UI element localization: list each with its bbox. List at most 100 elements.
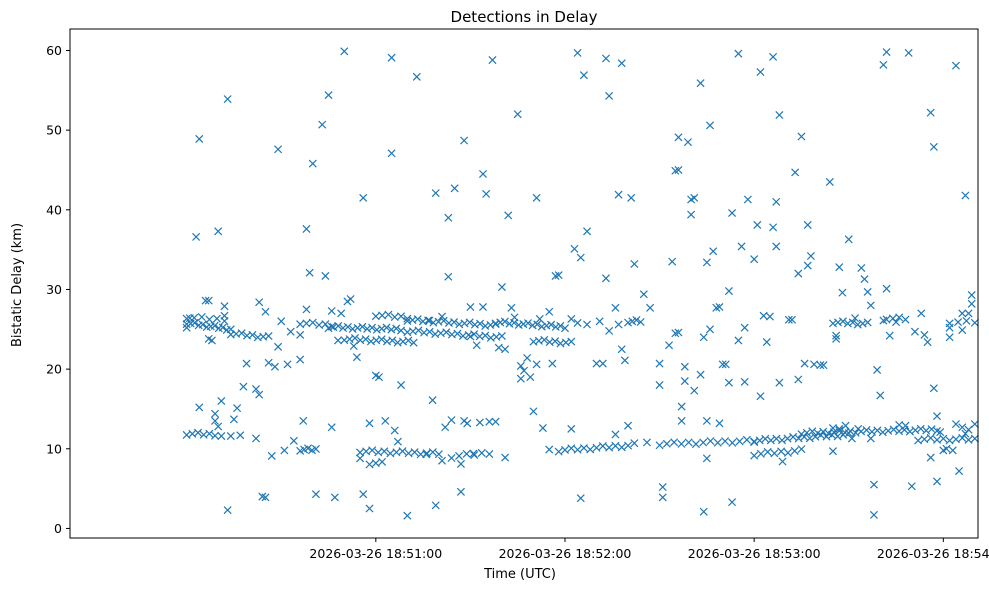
detection-marker [450, 184, 459, 193]
detection-marker [838, 317, 847, 326]
detection-marker [308, 318, 317, 327]
detection-marker [658, 493, 667, 502]
detection-marker [491, 417, 500, 426]
detection-marker [239, 382, 248, 391]
detection-marker [636, 317, 645, 326]
detection-marker [533, 320, 542, 329]
detection-marker [777, 447, 786, 456]
detection-marker [772, 197, 781, 206]
detection-marker [592, 443, 601, 452]
detection-marker [327, 423, 336, 432]
detection-marker [226, 432, 235, 441]
detection-marker [926, 453, 935, 462]
detection-marker [945, 436, 954, 445]
detection-marker [388, 336, 397, 345]
detection-marker [299, 416, 308, 425]
detection-marker [211, 416, 220, 425]
detection-marker [353, 323, 362, 332]
detection-marker [791, 168, 800, 177]
detection-marker [438, 456, 447, 465]
detection-marker [790, 446, 799, 455]
chart-title: Detections in Delay [451, 8, 598, 26]
detection-marker [390, 426, 399, 435]
detection-marker [255, 298, 264, 307]
detection-marker [958, 433, 967, 442]
detection-marker [478, 302, 488, 312]
detection-marker [236, 431, 245, 440]
detection-marker [916, 424, 925, 433]
detection-marker [501, 345, 510, 354]
detection-marker [970, 318, 979, 327]
detection-marker [605, 326, 614, 335]
detection-marker [251, 434, 261, 443]
detection-marker [658, 482, 667, 492]
detection-marker [706, 436, 715, 446]
detection-marker [951, 420, 960, 429]
detection-marker [800, 359, 809, 368]
detection-marker [198, 320, 207, 329]
detection-marker [460, 136, 469, 145]
detection-marker [932, 435, 942, 444]
detection-marker [551, 271, 560, 280]
detection-marker [274, 145, 283, 154]
detection-marker [392, 324, 401, 333]
detection-marker [463, 419, 472, 428]
y-tick-label: 20 [46, 362, 62, 377]
detection-marker [365, 504, 374, 513]
detection-marker [803, 220, 812, 229]
detection-marker [816, 361, 825, 370]
detection-marker [378, 457, 387, 466]
detection-marker [220, 316, 229, 326]
detection-marker [302, 305, 311, 314]
detection-marker [735, 437, 744, 446]
detection-marker [832, 331, 841, 340]
detection-marker [674, 328, 683, 337]
x-axis-label: Time (UTC) [483, 567, 556, 582]
detection-marker [397, 381, 406, 390]
detection-marker [614, 320, 623, 329]
detection-marker [381, 416, 390, 425]
detection-marker [321, 271, 330, 280]
detection-marker [797, 132, 806, 141]
detection-marker [598, 359, 607, 368]
detection-marker [687, 210, 696, 219]
detection-marker [728, 208, 737, 218]
detection-marker [545, 307, 554, 316]
detection-marker [472, 341, 481, 350]
detection-marker [318, 120, 327, 129]
detection-marker [387, 149, 396, 158]
detection-marker [901, 315, 910, 324]
detection-marker [805, 434, 814, 443]
detection-marker [398, 447, 407, 456]
detection-marker [447, 454, 456, 463]
detection-marker [255, 390, 264, 399]
detection-marker [567, 444, 576, 453]
detection-marker [229, 415, 238, 424]
detection-marker [860, 275, 869, 284]
detection-marker [699, 438, 708, 447]
detection-marker [348, 324, 357, 334]
detection-marker [835, 426, 844, 435]
detection-marker [794, 269, 803, 278]
detection-marker [777, 436, 786, 445]
detection-marker [516, 374, 525, 383]
detection-marker [478, 169, 488, 178]
detection-marker [705, 325, 715, 334]
detection-marker [863, 287, 872, 296]
detection-marker [212, 314, 221, 323]
detection-marker [683, 138, 692, 147]
detection-marker [783, 434, 792, 443]
detection-marker [233, 404, 242, 413]
detection-marker [923, 338, 932, 347]
detection-marker [605, 91, 614, 100]
detection-marker [583, 320, 592, 329]
detection-marker [713, 438, 722, 447]
detection-marker [962, 316, 971, 325]
detection-marker [680, 362, 689, 371]
detection-marker [403, 511, 412, 520]
detection-marker [504, 211, 513, 220]
detection-marker [211, 409, 220, 418]
detection-marker [573, 318, 582, 327]
detection-marker [756, 449, 765, 458]
detection-marker [728, 438, 737, 447]
